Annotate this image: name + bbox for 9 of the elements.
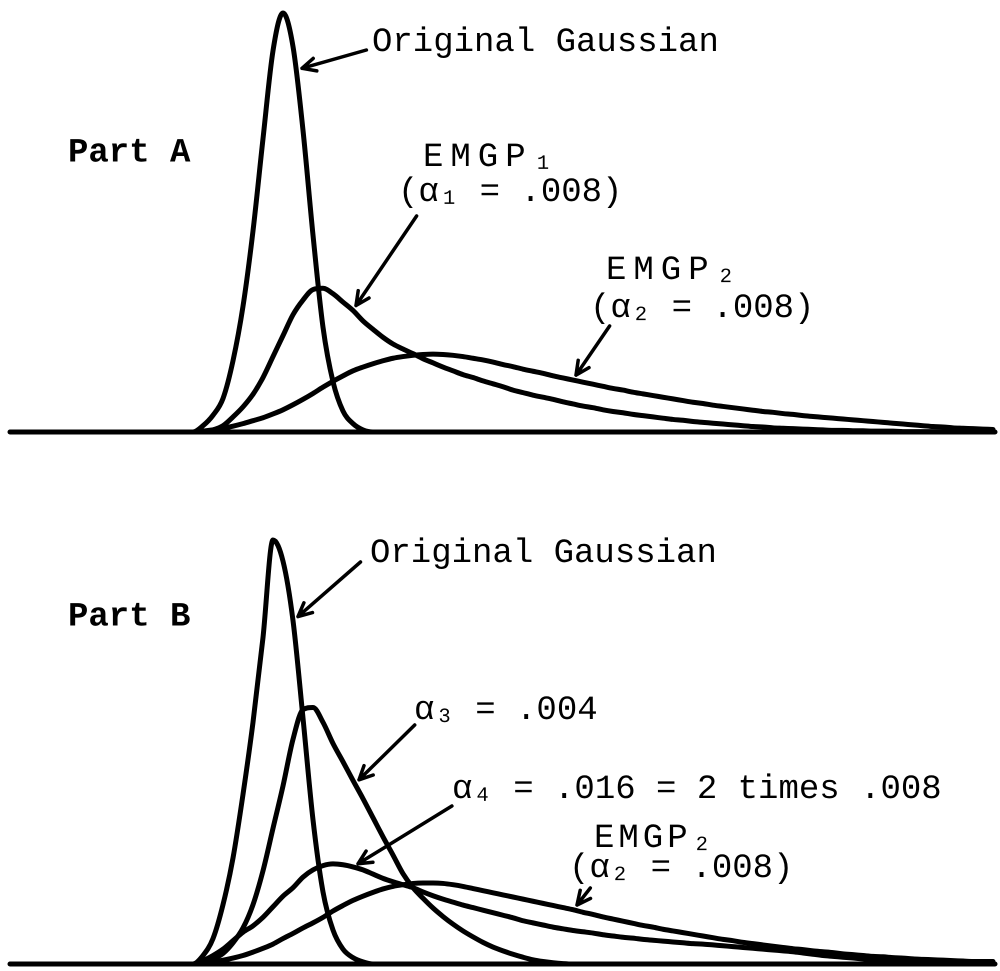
series-label: EMGP₂ (α₂ = .008) [590, 252, 814, 328]
series-label: EMGP₂ (α₂ = .008) [569, 820, 794, 888]
legend-label: Original Gaussian [372, 24, 719, 62]
text: EMGP₁ (α₁ = .008) [398, 139, 622, 212]
annotation: Part B [68, 598, 190, 637]
legend-label: α₄ = .016 = 2 times .008 [452, 771, 942, 809]
text: Original Gaussian [370, 535, 717, 573]
text: α₃ = .004 [414, 692, 598, 730]
annotation: Part A [68, 134, 192, 173]
